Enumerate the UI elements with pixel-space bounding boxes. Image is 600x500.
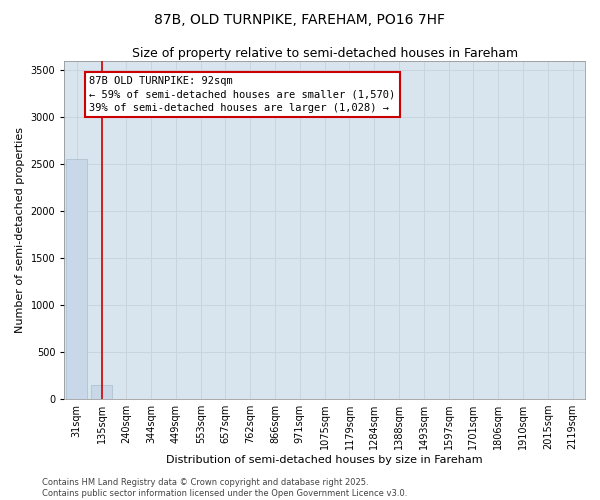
X-axis label: Distribution of semi-detached houses by size in Fareham: Distribution of semi-detached houses by … [166, 455, 483, 465]
Bar [91, 385, 112, 399]
Bar [66, 160, 87, 399]
Text: 87B OLD TURNPIKE: 92sqm
← 59% of semi-detached houses are smaller (1,570)
39% of: 87B OLD TURNPIKE: 92sqm ← 59% of semi-de… [89, 76, 395, 113]
Title: Size of property relative to semi-detached houses in Fareham: Size of property relative to semi-detach… [131, 48, 518, 60]
Text: Contains HM Land Registry data © Crown copyright and database right 2025.
Contai: Contains HM Land Registry data © Crown c… [42, 478, 407, 498]
Text: 87B, OLD TURNPIKE, FAREHAM, PO16 7HF: 87B, OLD TURNPIKE, FAREHAM, PO16 7HF [155, 12, 445, 26]
Y-axis label: Number of semi-detached properties: Number of semi-detached properties [15, 127, 25, 333]
